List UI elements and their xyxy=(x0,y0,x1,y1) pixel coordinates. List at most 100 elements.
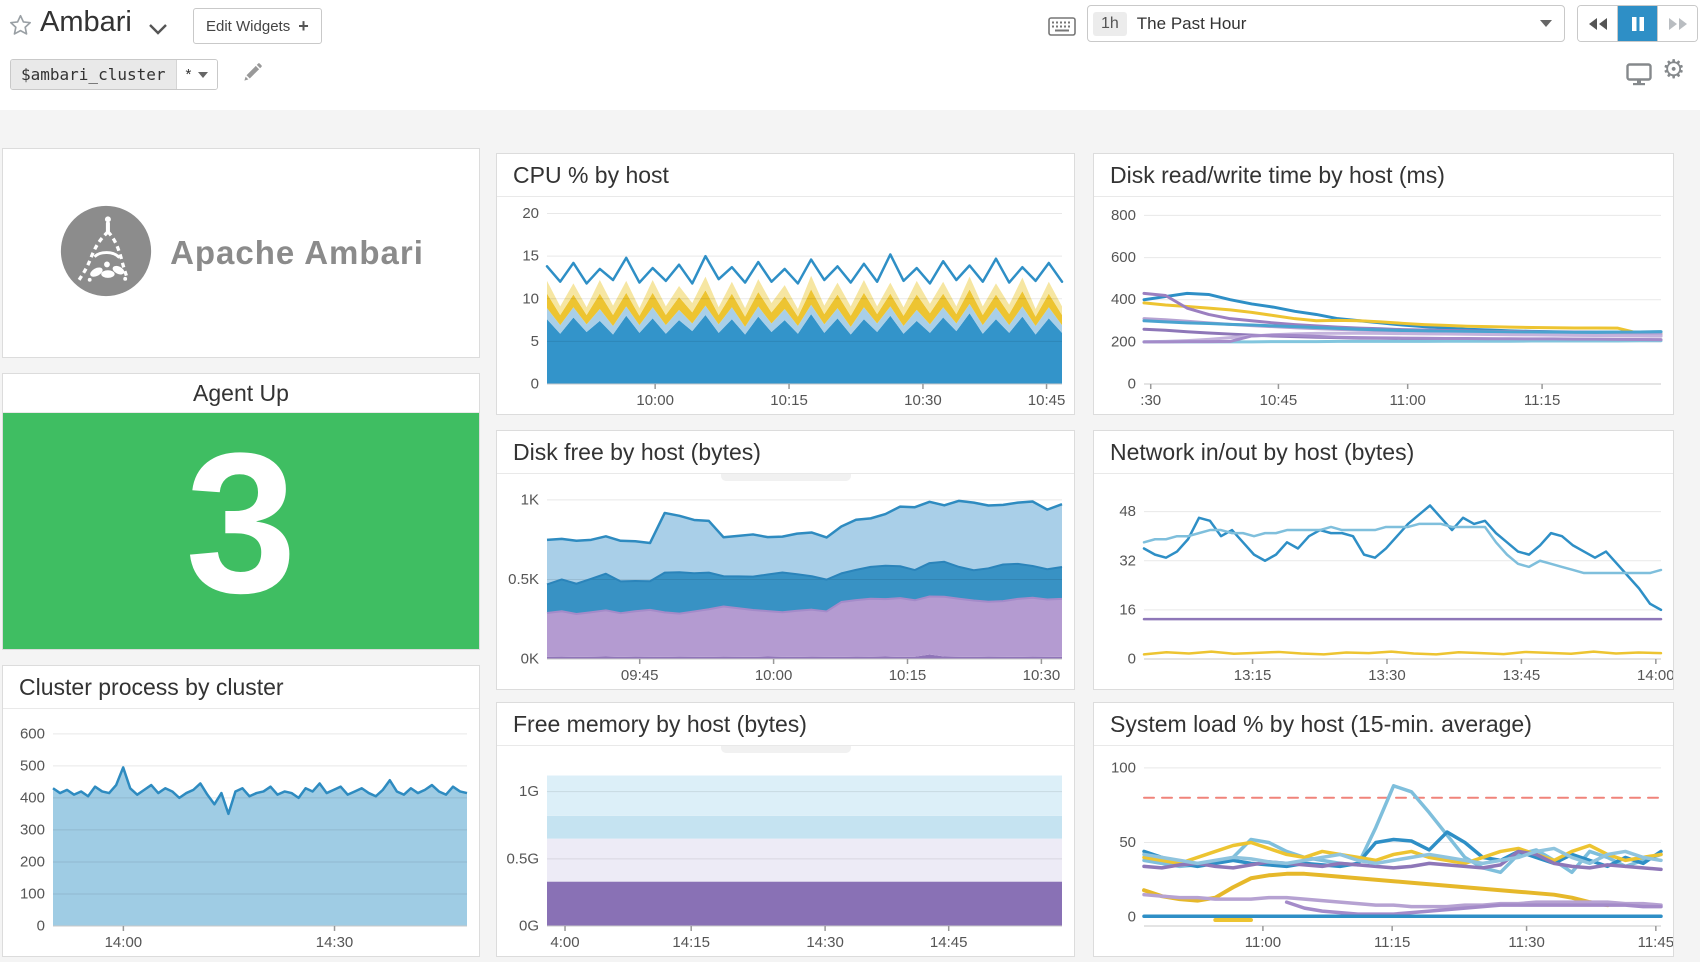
ambari-logo-icon xyxy=(58,203,154,304)
chevron-down-icon xyxy=(1540,20,1552,27)
svg-text:13:30: 13:30 xyxy=(1368,667,1406,684)
svg-text:10:45: 10:45 xyxy=(1028,392,1066,409)
svg-text:1G: 1G xyxy=(519,783,539,800)
agent-up-widget: Agent Up 3 xyxy=(2,373,480,650)
svg-text:09:45: 09:45 xyxy=(621,667,659,684)
svg-text:10: 10 xyxy=(522,290,539,307)
svg-text:10:30: 10:30 xyxy=(904,392,942,409)
svg-text:10:00: 10:00 xyxy=(636,392,674,409)
svg-text:200: 200 xyxy=(20,853,45,870)
system-load-widget: System load % by host (15-min. average) … xyxy=(1093,702,1674,957)
chevron-down-icon xyxy=(198,71,209,78)
network-chart[interactable]: 13:15 13:30 13:45 14:00 0 16 32 48 xyxy=(1094,474,1673,689)
ambari-logo-widget: Apache Ambari xyxy=(2,148,480,358)
svg-text:10:45: 10:45 xyxy=(1260,392,1298,409)
svg-text:0G: 0G xyxy=(519,918,539,935)
widget-title: CPU % by host xyxy=(497,154,1074,197)
edit-variable-pencil-icon[interactable] xyxy=(242,61,264,88)
svg-text::30: :30 xyxy=(1140,392,1161,409)
svg-text:0: 0 xyxy=(531,376,539,393)
svg-text:48: 48 xyxy=(1119,503,1136,520)
playback-controls xyxy=(1577,5,1698,42)
svg-text:0K: 0K xyxy=(521,651,539,668)
svg-text:11:15: 11:15 xyxy=(1524,392,1560,409)
variable-name: $ambari_cluster xyxy=(11,60,177,89)
dashboard-menu-chevron-icon[interactable] xyxy=(148,22,168,40)
svg-text:13:45: 13:45 xyxy=(1503,667,1541,684)
widget-title: Cluster process by cluster xyxy=(3,666,479,709)
svg-text:11:00: 11:00 xyxy=(1245,934,1281,951)
cluster-process-widget: Cluster process by cluster 14:00 14:30 0 10… xyxy=(2,665,480,957)
svg-text:11:15: 11:15 xyxy=(1374,934,1410,951)
cpu-widget: CPU % by host 10:00 10:15 10:30 10:45 0 5 10 15… xyxy=(496,153,1075,415)
edit-widgets-label: Edit Widgets xyxy=(206,17,291,35)
favorite-star-icon[interactable] xyxy=(8,13,33,43)
free-memory-widget: Free memory by host (bytes) 4:00 14:15 14:… xyxy=(496,702,1075,957)
free-memory-chart[interactable]: 4:00 14:15 14:30 14:45 0G 0.5G 1G xyxy=(497,746,1074,956)
svg-text:4:00: 4:00 xyxy=(550,934,579,951)
variable-value-dropdown[interactable]: * xyxy=(176,60,218,89)
svg-text:5: 5 xyxy=(531,333,539,350)
widget-title: Agent Up xyxy=(3,374,479,413)
pause-button[interactable] xyxy=(1617,6,1657,41)
cpu-chart[interactable]: 10:00 10:15 10:30 10:45 0 5 10 15 20 xyxy=(497,197,1074,414)
keyboard-shortcuts-icon[interactable] xyxy=(1048,17,1076,41)
svg-text:11:45: 11:45 xyxy=(1638,934,1673,951)
widget-drag-handle[interactable] xyxy=(720,474,851,481)
svg-text:11:00: 11:00 xyxy=(1389,392,1425,409)
settings-gear-icon[interactable]: ⚙ xyxy=(1662,54,1686,84)
svg-text:400: 400 xyxy=(1111,291,1136,308)
svg-text:14:45: 14:45 xyxy=(930,934,968,951)
svg-text:100: 100 xyxy=(20,885,45,902)
svg-text:14:15: 14:15 xyxy=(672,934,710,951)
agent-up-status-tile: 3 xyxy=(3,413,479,649)
top-header: Ambari Edit Widgets + 1h The Past Hour xyxy=(0,0,1700,110)
svg-text:32: 32 xyxy=(1119,552,1136,569)
svg-text:10:15: 10:15 xyxy=(889,667,927,684)
svg-text:10:00: 10:00 xyxy=(755,667,793,684)
dashboard-title: Ambari xyxy=(40,6,132,38)
time-range-label: The Past Hour xyxy=(1136,13,1247,33)
svg-text:13:15: 13:15 xyxy=(1234,667,1272,684)
svg-text:14:00: 14:00 xyxy=(1637,667,1673,684)
svg-text:14:00: 14:00 xyxy=(105,934,143,951)
svg-text:0: 0 xyxy=(1128,376,1136,393)
cluster-variable-control[interactable]: $ambari_cluster * xyxy=(10,59,219,90)
svg-text:200: 200 xyxy=(1111,333,1136,350)
rewind-button[interactable] xyxy=(1578,6,1617,41)
svg-text:14:30: 14:30 xyxy=(316,934,354,951)
cluster-process-chart[interactable]: 14:00 14:30 0 100 200 300 400 500 600 xyxy=(3,709,479,956)
svg-text:0.5G: 0.5G xyxy=(506,850,539,867)
disk-free-chart[interactable]: 09:45 10:00 10:15 10:30 0K 0.5K 1K xyxy=(497,474,1074,689)
svg-text:14:30: 14:30 xyxy=(806,934,844,951)
disk-rw-widget: Disk read/write time by host (ms) :30 10:… xyxy=(1093,153,1674,415)
edit-widgets-button[interactable]: Edit Widgets + xyxy=(193,8,322,44)
widget-title: Network in/out by host (bytes) xyxy=(1094,431,1673,474)
svg-text:1K: 1K xyxy=(521,491,539,508)
svg-text:800: 800 xyxy=(1111,207,1136,224)
widget-title: Disk read/write time by host (ms) xyxy=(1094,154,1673,197)
agent-up-count: 3 xyxy=(185,412,297,635)
variable-value: * xyxy=(185,66,192,83)
disk-free-widget: Disk free by host (bytes) 09:45 10:00 10:1… xyxy=(496,430,1075,690)
svg-text:20: 20 xyxy=(522,205,539,222)
tv-mode-icon[interactable] xyxy=(1626,63,1652,91)
widget-title: Free memory by host (bytes) xyxy=(497,703,1074,746)
widget-title: Disk free by host (bytes) xyxy=(497,431,1074,474)
svg-text:15: 15 xyxy=(522,248,539,265)
svg-text:0: 0 xyxy=(1128,651,1136,668)
time-range-select[interactable]: 1h The Past Hour xyxy=(1087,5,1565,42)
svg-text:50: 50 xyxy=(1119,834,1136,851)
widget-drag-handle[interactable] xyxy=(720,746,851,753)
time-range-badge: 1h xyxy=(1093,11,1127,36)
system-load-chart[interactable]: 11:00 11:15 11:30 11:45 0 50 100 xyxy=(1094,746,1673,956)
widget-title: System load % by host (15-min. average) xyxy=(1094,703,1673,746)
svg-text:11:30: 11:30 xyxy=(1508,934,1544,951)
svg-text:0: 0 xyxy=(37,918,45,935)
fast-forward-button[interactable] xyxy=(1657,6,1697,41)
svg-text:500: 500 xyxy=(20,757,45,774)
disk-rw-chart[interactable]: :30 10:45 11:00 11:15 0 200 400 600 800 xyxy=(1094,197,1673,414)
svg-text:600: 600 xyxy=(20,725,45,742)
network-widget: Network in/out by host (bytes) 13:15 13:3… xyxy=(1093,430,1674,690)
svg-text:0.5K: 0.5K xyxy=(508,571,539,588)
